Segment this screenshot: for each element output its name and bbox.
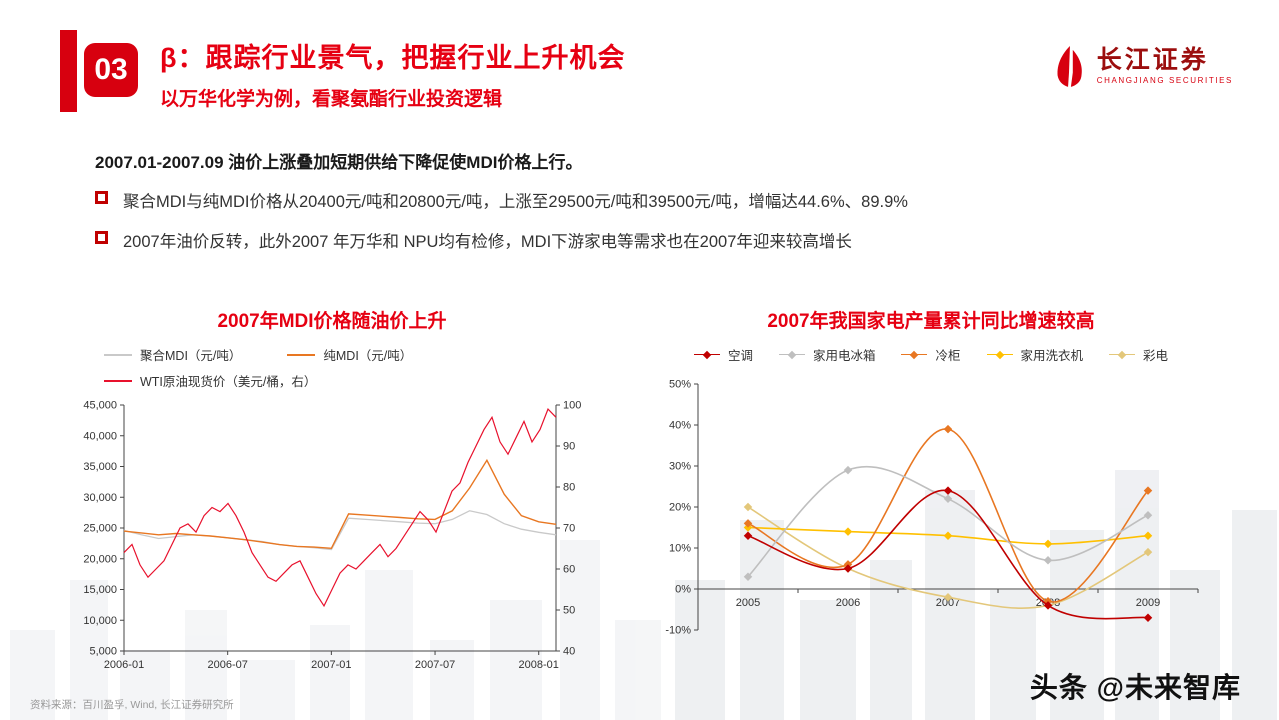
mdi-oil-line-chart: 45,000 40,000 35,000 30,000 25,000 20,000 15,0… (83, 400, 581, 672)
legend-label: 彩电 (1143, 349, 1169, 363)
svg-text:40,000: 40,000 (83, 430, 117, 442)
legend-label: 空调 (727, 349, 753, 363)
svg-text:25,000: 25,000 (83, 523, 117, 535)
bullet-square-icon (95, 191, 108, 204)
svg-text:40%: 40% (669, 420, 691, 432)
legend-label: 冷柜 (935, 349, 961, 363)
bullet-item-1: 聚合MDI与纯MDI价格从20400元/吨和20800元/吨，上涨至29500元… (95, 188, 908, 212)
header-red-stripe (60, 30, 77, 112)
chart-title-appliance: 2007年我国家电产量累计同比增速较高 (767, 311, 1095, 332)
changjiang-logo-icon (1057, 46, 1082, 87)
source-note: 资料来源：百川盈孚, Wind, 长江证券研究所 (30, 699, 234, 711)
legend-diamond-icon (702, 350, 712, 359)
section-number-badge: 03 (84, 43, 138, 97)
svg-text:20,000: 20,000 (83, 553, 117, 565)
svg-text:35,000: 35,000 (83, 461, 117, 473)
legend-item-washer: 家用洗衣机 (986, 345, 1084, 364)
lead-text: 2007.01-2007.09 油价上涨叠加短期供给下降促使MDI价格上行。 (95, 153, 583, 172)
svg-text:50: 50 (563, 605, 575, 617)
legend-diamond-icon (910, 350, 919, 359)
svg-text:100: 100 (563, 400, 581, 412)
legend-item-poly-mdi: 聚合MDI（元/吨） (104, 345, 241, 364)
svg-text:0%: 0% (675, 584, 691, 596)
svg-text:10,000: 10,000 (83, 615, 117, 627)
svg-text:50%: 50% (669, 379, 691, 391)
svg-text:30,000: 30,000 (83, 492, 117, 504)
legend-diamond-icon (1117, 350, 1127, 359)
svg-text:2006-07: 2006-07 (207, 659, 247, 671)
legend-line-icon (104, 379, 132, 382)
svg-text:-10%: -10% (665, 625, 691, 637)
legend-label: 家用电冰箱 (812, 349, 876, 363)
svg-text:2006-01: 2006-01 (104, 659, 144, 671)
legend-line-icon (104, 353, 132, 356)
legend-label: 家用洗衣机 (1020, 349, 1084, 363)
svg-text:2009: 2009 (1136, 597, 1160, 609)
page-title: β：跟踪行业景气，把握行业上升机会 (160, 43, 626, 73)
svg-text:5,000: 5,000 (89, 646, 117, 658)
svg-text:90: 90 (563, 441, 575, 453)
legend-item-pure-mdi: 纯MDI（元/吨） (287, 345, 412, 364)
svg-text:40: 40 (563, 646, 575, 658)
brand-logo: 长江证券 CHANGJIANG SECURITIES (1050, 44, 1233, 88)
svg-text:45,000: 45,000 (83, 400, 117, 412)
svg-text:2008-01: 2008-01 (519, 659, 559, 671)
svg-text:2007-07: 2007-07 (415, 659, 455, 671)
svg-text:2007-01: 2007-01 (311, 659, 351, 671)
legend-diamond-icon (995, 350, 1004, 359)
chart-mdi-oil: 2007年MDI价格随油价上升 聚合MDI（元/吨） 纯MDI（元/吨） (62, 306, 602, 679)
svg-text:80: 80 (563, 482, 575, 494)
appliance-growth-line-chart: 50%40%30%20%10%0%-10%2005200620072008200… (665, 379, 1199, 637)
chart-title-mdi: 2007年MDI价格随油价上升 (217, 311, 447, 332)
legend-item-wti: WTI原油现货价（美元/桶，右） (104, 371, 316, 390)
legend-label: WTI原油现货价（美元/桶，右） (140, 375, 317, 389)
bullet-text-1: 聚合MDI与纯MDI价格从20400元/吨和20800元/吨，上涨至29500元… (123, 193, 908, 211)
chart-appliance-legend: 空调 家用电冰箱 冷柜 家用洗衣机 彩电 (648, 345, 1214, 364)
legend-item-tv: 彩电 (1109, 345, 1168, 364)
legend-line-icon (287, 353, 316, 356)
bullet-square-icon (95, 231, 108, 244)
legend-item-freezer: 冷柜 (901, 345, 961, 364)
svg-text:60: 60 (563, 564, 575, 576)
bullet-item-2: 2007年油价反转，此外2007 年万华和 NPU均有检修，MDI下游家电等需求… (95, 228, 852, 252)
svg-text:10%: 10% (669, 543, 691, 555)
legend-item-aircon: 空调 (693, 345, 753, 364)
page-subtitle: 以万华化学为例，看聚氨酯行业投资逻辑 (160, 89, 503, 110)
svg-text:70: 70 (563, 523, 575, 535)
svg-text:20%: 20% (669, 502, 691, 514)
chart-appliance: 2007年我国家电产量累计同比增速较高 空调 家用电冰箱 冷柜 家用洗衣机 (648, 306, 1214, 670)
watermark: 头条 @未来智库 (1029, 672, 1241, 703)
legend-item-fridge: 家用电冰箱 (778, 345, 876, 364)
svg-text:2005: 2005 (736, 597, 760, 609)
legend-label: 纯MDI（元/吨） (323, 349, 413, 363)
svg-text:30%: 30% (669, 461, 691, 473)
svg-text:2006: 2006 (836, 597, 860, 609)
brand-name-en: CHANGJIANG SECURITIES (1096, 75, 1233, 85)
svg-text:2007: 2007 (936, 597, 960, 609)
legend-label: 聚合MDI（元/吨） (140, 349, 242, 363)
svg-text:15,000: 15,000 (83, 584, 117, 596)
bullet-text-2: 2007年油价反转，此外2007 年万华和 NPU均有检修，MDI下游家电等需求… (123, 233, 852, 251)
brand-name: 长江证券 (1096, 47, 1209, 75)
chart-mdi-legend: 聚合MDI（元/吨） 纯MDI（元/吨） WTI原油现货价（美元/桶，右） (104, 345, 602, 390)
legend-diamond-icon (787, 350, 797, 359)
